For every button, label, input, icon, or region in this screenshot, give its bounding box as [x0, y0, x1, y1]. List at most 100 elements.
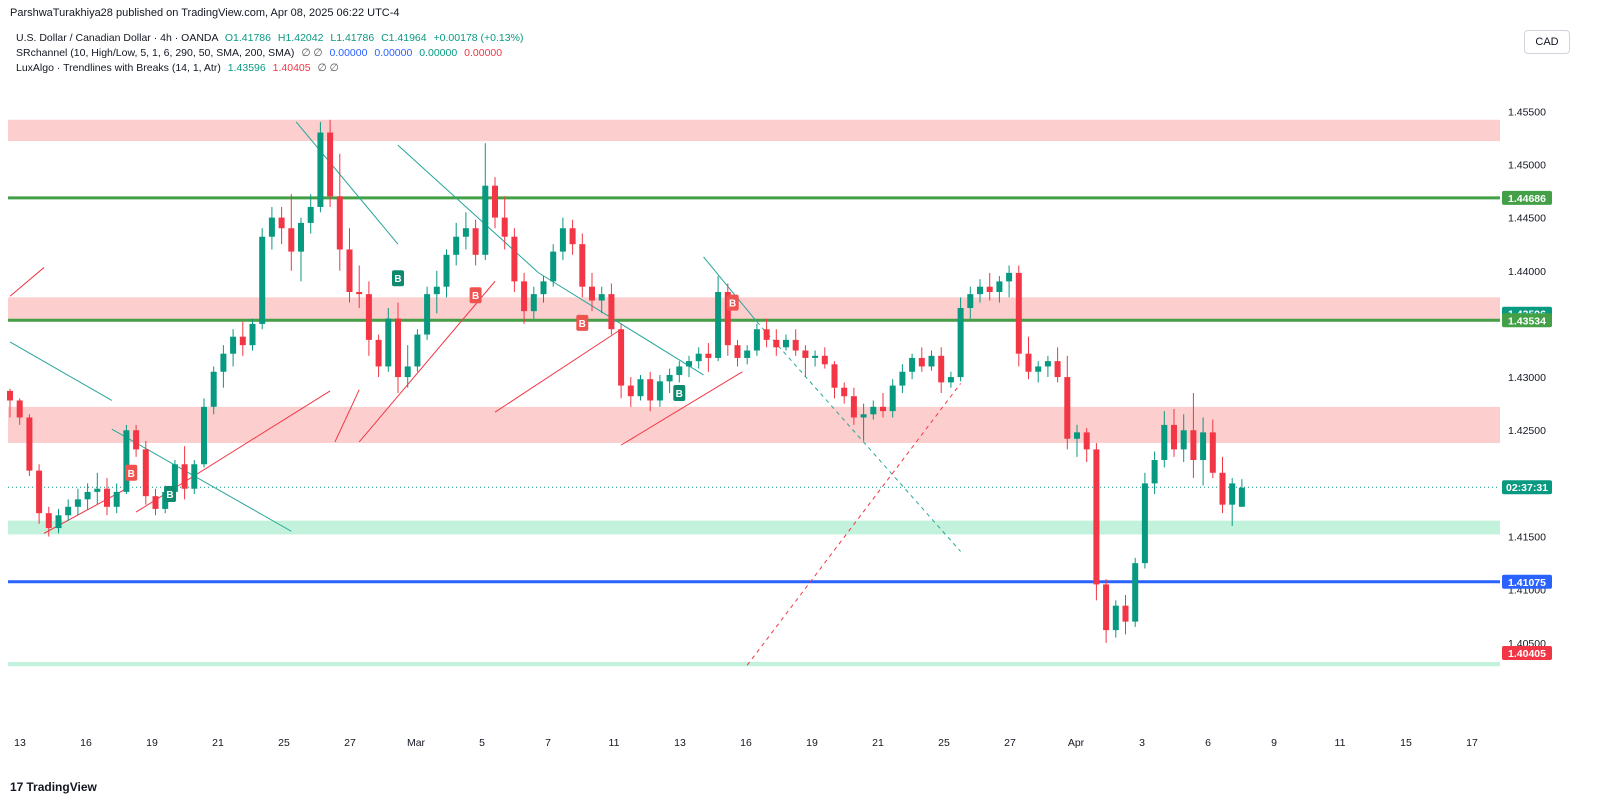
- candle-body-66: [647, 379, 654, 401]
- candle-body-49: [482, 185, 489, 255]
- signal-marker-2: [392, 270, 404, 287]
- candle-body-121: [1180, 430, 1187, 450]
- candle-body-17: [171, 464, 178, 492]
- x-tick-label-9: 11: [609, 737, 620, 749]
- tradingview-logo[interactable]: 17 TradingView: [10, 780, 97, 794]
- candle-body-73: [715, 292, 722, 358]
- candle-body-88: [860, 414, 867, 418]
- candle-body-77: [753, 329, 760, 351]
- x-tick-label-19: 9: [1271, 737, 1277, 749]
- signal-label-0: B: [128, 469, 135, 480]
- y-tick-label-5: 1.42500: [1508, 425, 1546, 437]
- luxalgo-label: LuxAlgo · Trendlines with Breaks (14, 1,…: [16, 62, 221, 74]
- candle-body-15: [152, 496, 159, 509]
- srchannel-legend-row[interactable]: SRchannel (10, High/Low, 5, 1, 6, 290, 5…: [16, 46, 523, 61]
- candle-body-123: [1200, 432, 1207, 461]
- candle-body-9: [94, 488, 101, 492]
- candle-body-8: [84, 491, 91, 500]
- candle-body-120: [1171, 424, 1177, 450]
- luxalgo-legend-row[interactable]: LuxAlgo · Trendlines with Breaks (14, 1,…: [16, 61, 523, 76]
- candle-body-110: [1074, 432, 1080, 439]
- candle-body-118: [1151, 460, 1158, 484]
- publisher-line: ParshwaTurakhiya28 published on TradingV…: [10, 7, 400, 19]
- candle-body-4: [45, 513, 52, 529]
- x-tick-label-0: 13: [14, 737, 26, 749]
- candle-body-127: [1238, 487, 1245, 507]
- x-tick-label-1: 16: [80, 737, 92, 749]
- price-label-0: 1.44686: [1508, 193, 1546, 205]
- signal-marker-5: [673, 385, 686, 402]
- candle-body-3: [36, 470, 43, 514]
- candle-body-100: [977, 286, 983, 295]
- candle-body-36: [356, 292, 363, 295]
- candle-body-122: [1190, 430, 1197, 461]
- signal-marker-4: [576, 314, 589, 331]
- candle-body-63: [618, 329, 625, 386]
- candle-body-86: [841, 387, 848, 397]
- srchannel-label: SRchannel (10, High/Low, 5, 1, 6, 290, 5…: [16, 47, 295, 59]
- candle-body-53: [521, 281, 528, 312]
- x-tick-label-18: 6: [1205, 737, 1211, 749]
- x-tick-label-16: Apr: [1068, 737, 1085, 749]
- candle-body-85: [831, 364, 838, 388]
- x-tick-label-17: 3: [1139, 737, 1145, 749]
- candle-body-50: [492, 185, 498, 218]
- candle-body-20: [201, 406, 207, 465]
- candle-body-124: [1209, 432, 1216, 473]
- candle-body-76: [744, 350, 751, 358]
- luxalgo-value-2: 1.40405: [272, 62, 311, 74]
- candle-body-25: [249, 323, 256, 346]
- candle-body-92: [899, 371, 906, 386]
- candle-body-113: [1103, 584, 1110, 631]
- x-tick-label-20: 11: [1335, 737, 1346, 749]
- chart-legend: U.S. Dollar / Canadian Dollar · 4h · OAN…: [16, 31, 523, 76]
- candle-body-52: [511, 236, 518, 282]
- candle-body-11: [113, 491, 120, 507]
- candle-body-0: [7, 390, 13, 401]
- candle-body-71: [695, 353, 702, 362]
- candle-body-30: [298, 222, 304, 252]
- candle-body-59: [579, 244, 586, 287]
- candle-body-103: [1006, 272, 1013, 282]
- srchannel-value-1: 0.00000: [329, 47, 368, 59]
- candle-body-78: [763, 329, 770, 340]
- symbol-legend-row[interactable]: U.S. Dollar / Canadian Dollar · 4h · OAN…: [16, 31, 523, 46]
- candle-body-114: [1112, 605, 1119, 631]
- ohlc-close: C1.41964: [381, 32, 427, 44]
- currency-selector-button[interactable]: CAD: [1524, 30, 1570, 54]
- x-axis[interactable]: 13 16 19 21 25 27 Mar 5 7 11 13 16 19 21 25 27 Apr 3 6 9 11 1…: [14, 737, 1478, 749]
- candle-body-99: [967, 294, 974, 308]
- signal-marker-0: [125, 464, 138, 481]
- candle-body-39: [385, 318, 392, 367]
- candle-body-119: [1161, 424, 1168, 461]
- candle-body-70: [686, 361, 692, 367]
- candle-body-19: [191, 464, 198, 489]
- y-axis[interactable]: 1.45500 1.45000 1.44500 1.44000 1.43000 1.425…: [1508, 106, 1546, 650]
- candle-body-83: [812, 355, 819, 358]
- tradingview-logo-text: TradingView: [26, 780, 97, 794]
- signal-label-1: B: [166, 490, 173, 501]
- trendline-red-9: [494, 328, 622, 413]
- candle-body-74: [724, 292, 731, 346]
- candle-body-35: [346, 249, 353, 293]
- price-label-box-2: [1502, 313, 1552, 328]
- price-label-4: 1.41075: [1508, 577, 1546, 589]
- candle-body-31: [307, 206, 314, 223]
- candle-body-29: [288, 228, 295, 252]
- y-tick-label-6: 1.41500: [1508, 532, 1546, 544]
- x-tick-label-11: 16: [740, 737, 752, 749]
- x-tick-label-14: 25: [938, 737, 950, 749]
- candle-body-51: [501, 217, 508, 237]
- zone-support-4: [8, 662, 1500, 667]
- candle-body-40: [395, 318, 401, 378]
- srchannel-flags: ∅ ∅: [301, 47, 323, 59]
- candle-body-34: [336, 196, 343, 250]
- candle-body-79: [773, 339, 780, 348]
- candle-body-41: [404, 366, 411, 378]
- horizontal-levels-layer: [8, 196, 1500, 584]
- y-tick-label-1: 1.45000: [1508, 159, 1546, 171]
- candle-body-105: [1025, 353, 1032, 372]
- x-tick-label-15: 27: [1004, 737, 1016, 749]
- trendline-teal-8: [397, 144, 539, 274]
